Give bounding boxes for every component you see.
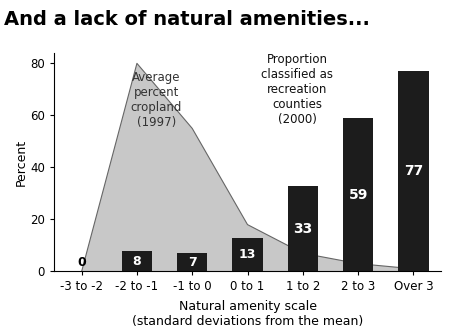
Bar: [232, 238, 263, 271]
Polygon shape: [67, 63, 428, 271]
Text: 77: 77: [404, 164, 423, 178]
Bar: [398, 71, 428, 271]
Text: 33: 33: [293, 221, 312, 236]
Text: 13: 13: [239, 248, 256, 261]
Text: 0: 0: [77, 256, 86, 269]
Text: And a lack of natural amenities...: And a lack of natural amenities...: [4, 10, 370, 29]
Bar: [177, 253, 207, 271]
Text: 8: 8: [133, 255, 141, 267]
Bar: [343, 118, 373, 271]
Bar: [122, 251, 152, 271]
Bar: [288, 186, 318, 271]
Y-axis label: Percent: Percent: [14, 139, 27, 186]
Text: Proportion
classified as
recreation
counties
(2000): Proportion classified as recreation coun…: [261, 53, 333, 126]
Text: Average
percent
cropland
(1997): Average percent cropland (1997): [130, 71, 182, 129]
Text: Natural amenity scale
(standard deviations from the mean): Natural amenity scale (standard deviatio…: [132, 300, 363, 328]
Text: 7: 7: [188, 256, 197, 269]
Text: 59: 59: [348, 188, 368, 202]
